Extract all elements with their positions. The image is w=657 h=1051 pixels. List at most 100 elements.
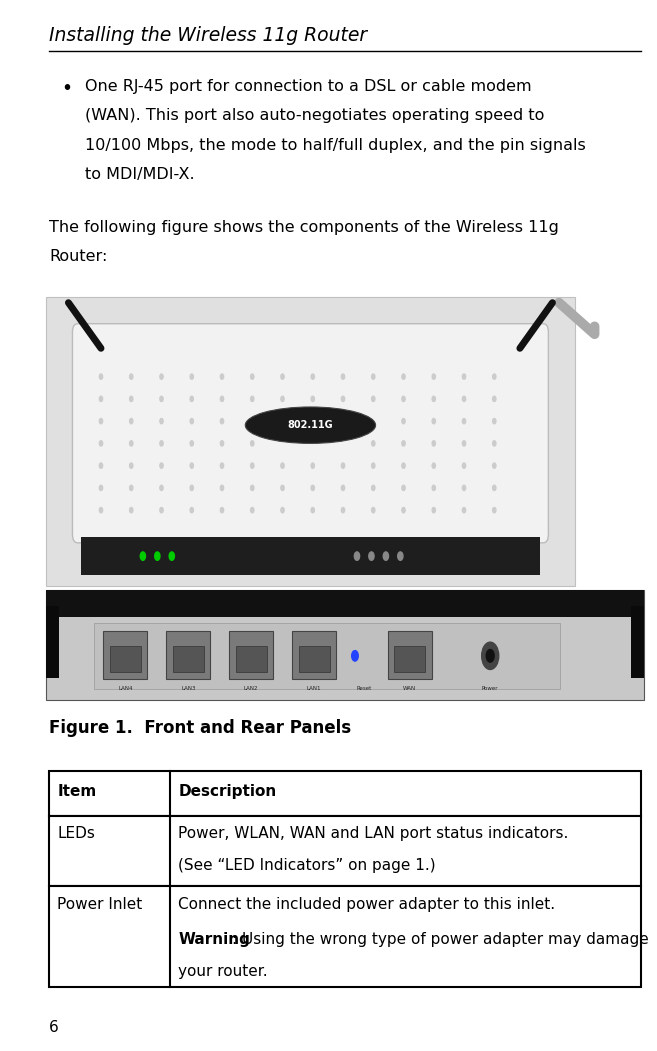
Circle shape: [383, 552, 388, 560]
Circle shape: [190, 396, 193, 401]
Circle shape: [281, 374, 284, 379]
Text: Item: Item: [57, 784, 97, 799]
FancyBboxPatch shape: [46, 297, 575, 586]
Circle shape: [493, 463, 496, 469]
Circle shape: [369, 552, 374, 560]
Circle shape: [250, 396, 254, 401]
Circle shape: [402, 396, 405, 401]
Circle shape: [220, 374, 223, 379]
FancyBboxPatch shape: [166, 632, 210, 679]
Circle shape: [402, 374, 405, 379]
Text: (See “LED Indicators” on page 1.): (See “LED Indicators” on page 1.): [179, 858, 436, 872]
Text: Power: Power: [482, 686, 499, 691]
Circle shape: [190, 463, 193, 469]
Text: Power, WLAN, WAN and LAN port status indicators.: Power, WLAN, WAN and LAN port status ind…: [179, 826, 569, 841]
Circle shape: [311, 508, 315, 513]
Circle shape: [190, 486, 193, 491]
Text: Connect the included power adapter to this inlet.: Connect the included power adapter to th…: [179, 897, 556, 911]
Circle shape: [311, 463, 315, 469]
Circle shape: [372, 374, 375, 379]
FancyBboxPatch shape: [229, 632, 273, 679]
Text: LAN4: LAN4: [118, 686, 133, 691]
FancyBboxPatch shape: [103, 632, 147, 679]
Text: One RJ-45 port for connection to a DSL or cable modem: One RJ-45 port for connection to a DSL o…: [85, 79, 532, 94]
Circle shape: [342, 486, 345, 491]
Circle shape: [281, 396, 284, 401]
Circle shape: [129, 418, 133, 424]
Circle shape: [432, 374, 436, 379]
Text: your router.: your router.: [179, 964, 268, 978]
Text: : Using the wrong type of power adapter may damage: : Using the wrong type of power adapter …: [233, 932, 649, 947]
Text: LEDs: LEDs: [57, 826, 95, 841]
Circle shape: [493, 508, 496, 513]
Circle shape: [220, 463, 223, 469]
Circle shape: [160, 463, 163, 469]
Text: Warning: Warning: [179, 932, 250, 947]
Circle shape: [99, 374, 102, 379]
FancyBboxPatch shape: [46, 590, 644, 617]
FancyBboxPatch shape: [94, 622, 560, 689]
Circle shape: [160, 418, 163, 424]
Circle shape: [220, 440, 223, 446]
Circle shape: [250, 374, 254, 379]
Circle shape: [190, 440, 193, 446]
Circle shape: [402, 418, 405, 424]
Circle shape: [140, 552, 145, 560]
Circle shape: [220, 396, 223, 401]
Circle shape: [402, 440, 405, 446]
FancyBboxPatch shape: [49, 771, 641, 816]
Text: to MDI/MDI-X.: to MDI/MDI-X.: [85, 167, 195, 182]
Circle shape: [463, 486, 466, 491]
Circle shape: [99, 508, 102, 513]
Circle shape: [342, 463, 345, 469]
Circle shape: [160, 440, 163, 446]
Text: 6: 6: [49, 1021, 59, 1035]
FancyBboxPatch shape: [631, 606, 644, 678]
Circle shape: [351, 651, 358, 661]
FancyBboxPatch shape: [49, 886, 641, 987]
Circle shape: [190, 418, 193, 424]
Circle shape: [129, 486, 133, 491]
FancyBboxPatch shape: [299, 645, 330, 672]
Circle shape: [311, 396, 315, 401]
Circle shape: [311, 374, 315, 379]
Circle shape: [220, 486, 223, 491]
Circle shape: [493, 418, 496, 424]
FancyBboxPatch shape: [110, 645, 141, 672]
Circle shape: [342, 508, 345, 513]
Circle shape: [463, 463, 466, 469]
Circle shape: [432, 396, 436, 401]
Circle shape: [342, 374, 345, 379]
Circle shape: [190, 374, 193, 379]
Circle shape: [493, 374, 496, 379]
Text: Reset: Reset: [357, 686, 372, 691]
Circle shape: [463, 418, 466, 424]
Circle shape: [129, 463, 133, 469]
Circle shape: [160, 508, 163, 513]
Circle shape: [493, 486, 496, 491]
Circle shape: [281, 508, 284, 513]
Text: Installing the Wireless 11g Router: Installing the Wireless 11g Router: [49, 26, 367, 45]
Circle shape: [129, 396, 133, 401]
Circle shape: [372, 463, 375, 469]
Circle shape: [281, 463, 284, 469]
Text: LAN2: LAN2: [244, 686, 258, 691]
Circle shape: [402, 508, 405, 513]
Circle shape: [397, 552, 403, 560]
Circle shape: [250, 463, 254, 469]
Circle shape: [99, 418, 102, 424]
Circle shape: [486, 650, 494, 662]
Circle shape: [432, 440, 436, 446]
Circle shape: [250, 440, 254, 446]
Circle shape: [160, 374, 163, 379]
Circle shape: [482, 642, 499, 669]
Circle shape: [311, 486, 315, 491]
Circle shape: [160, 486, 163, 491]
Circle shape: [354, 552, 359, 560]
Circle shape: [99, 463, 102, 469]
Circle shape: [372, 440, 375, 446]
FancyBboxPatch shape: [173, 645, 204, 672]
Circle shape: [220, 418, 223, 424]
Circle shape: [169, 552, 174, 560]
Circle shape: [190, 508, 193, 513]
